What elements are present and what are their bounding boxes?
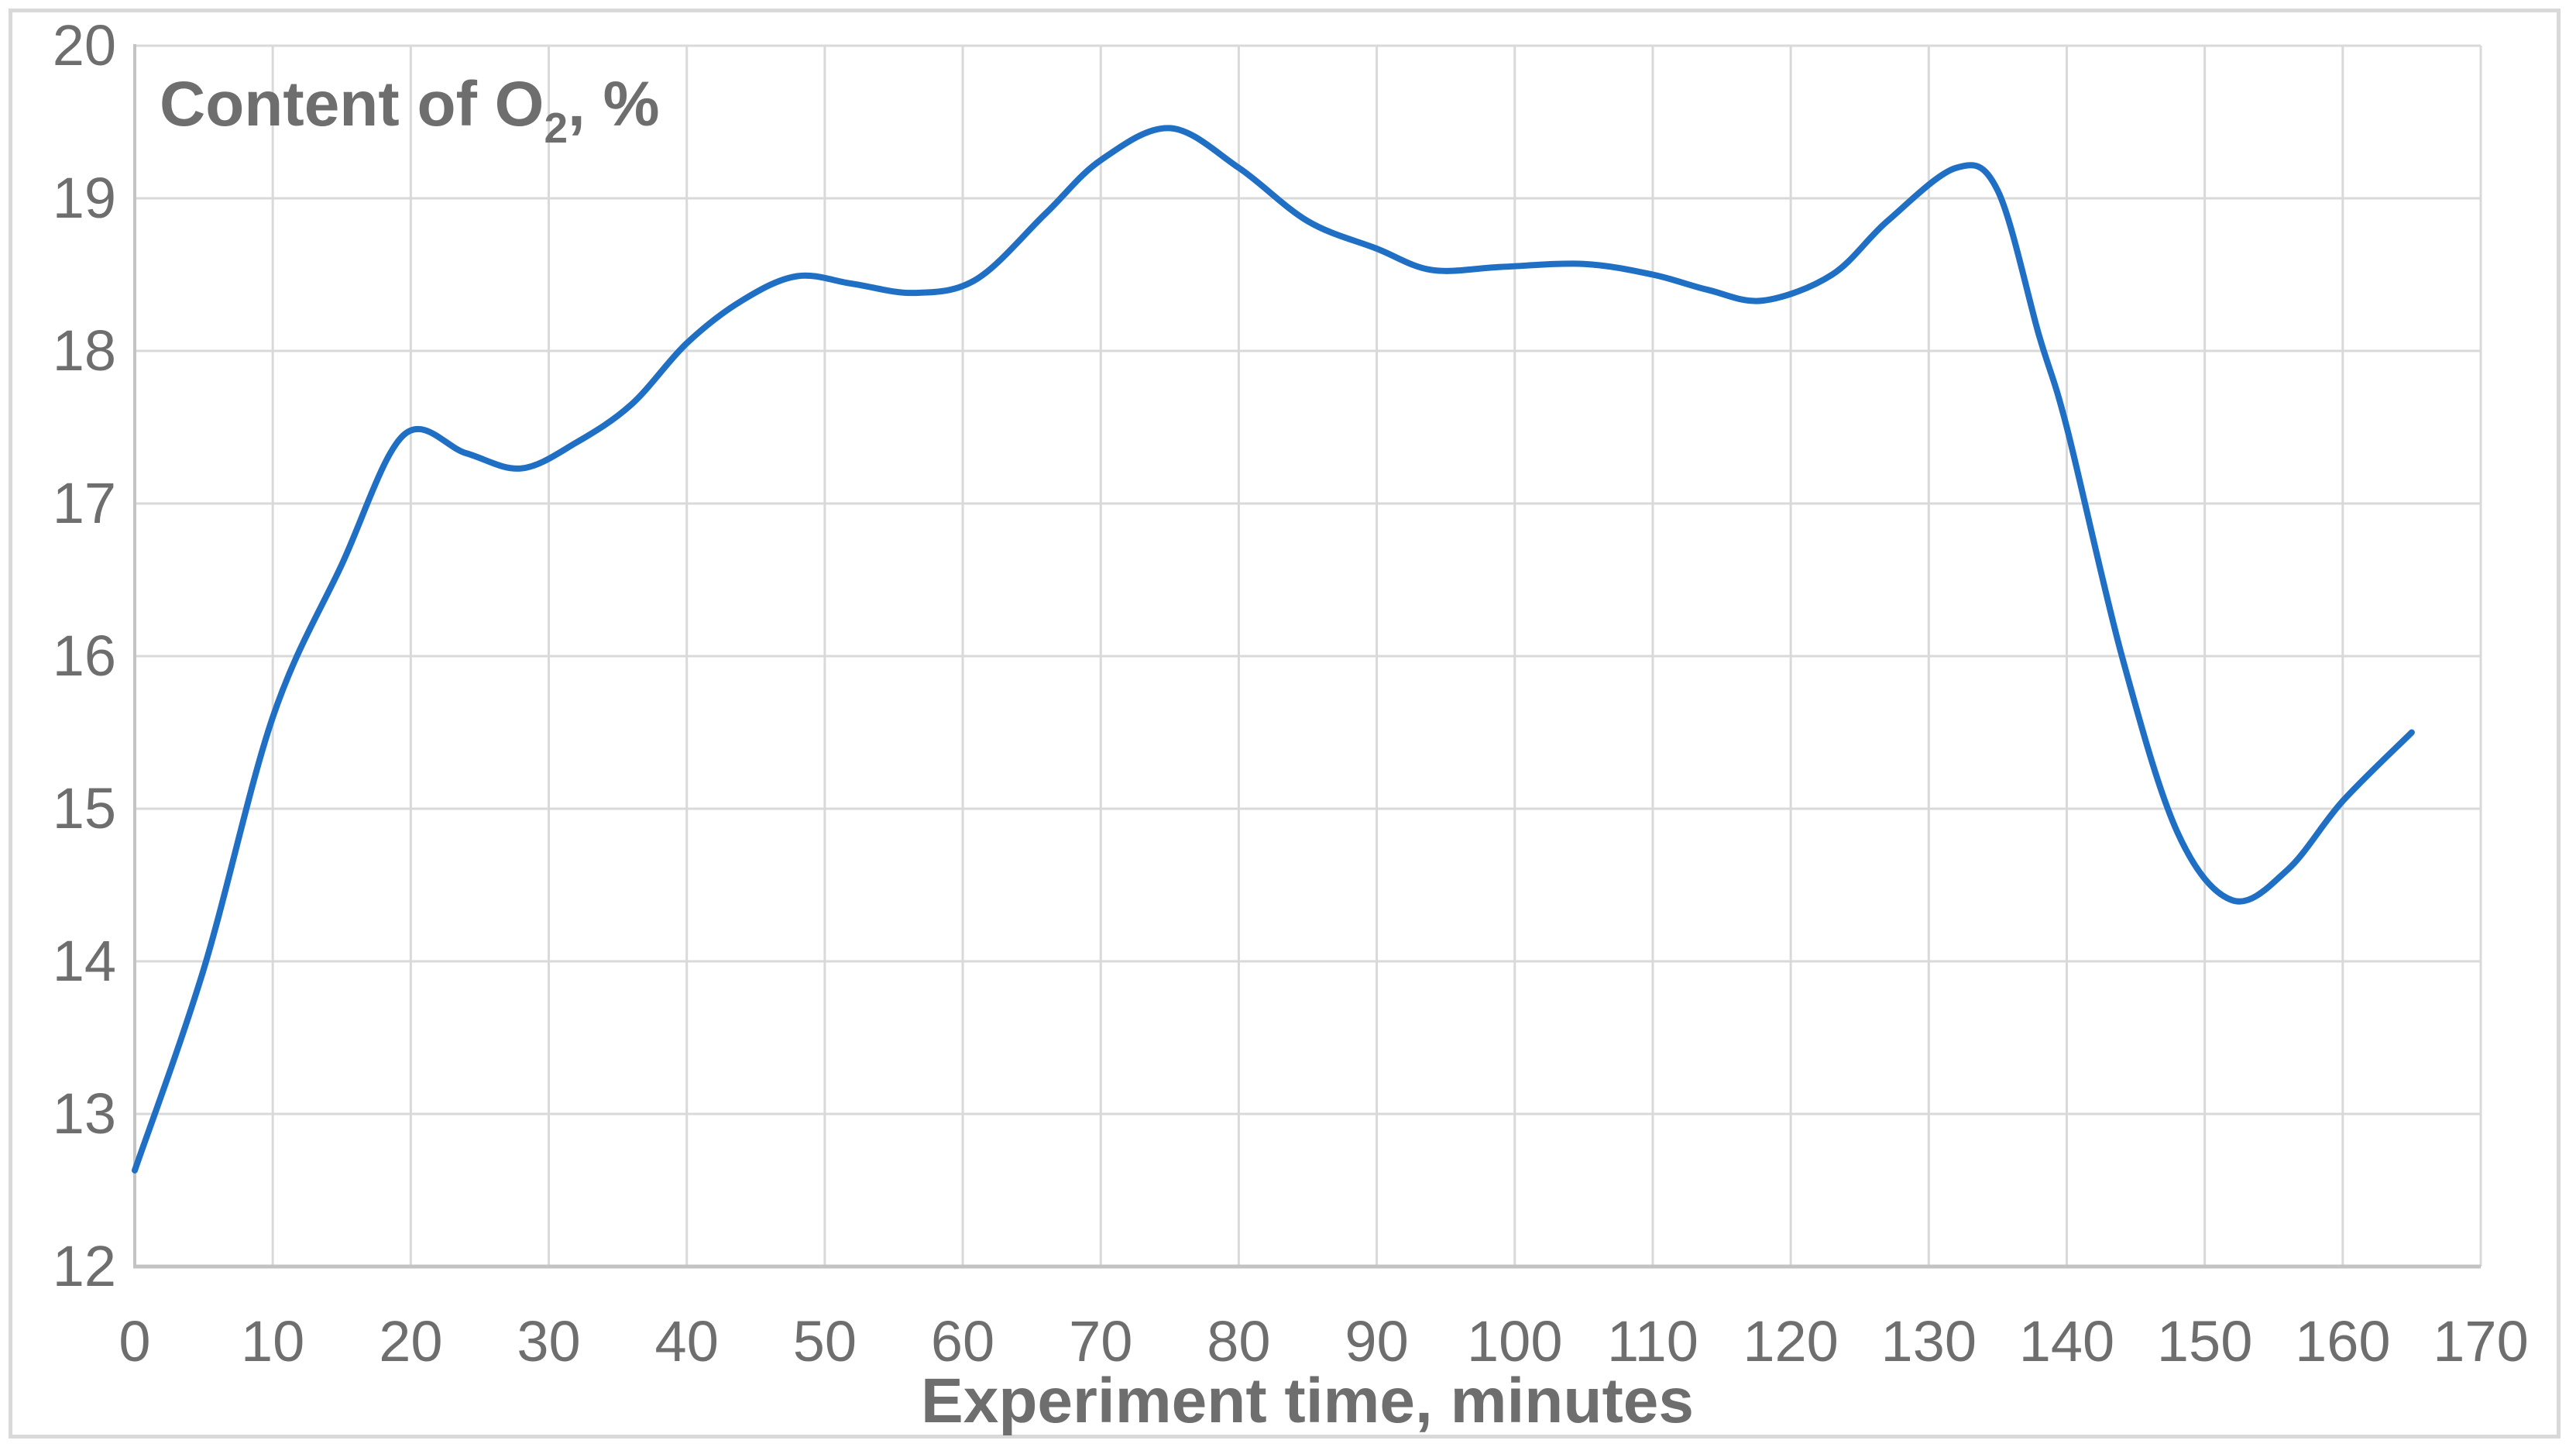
chart-title-suffix: , % bbox=[568, 69, 660, 139]
x-tick-label: 170 bbox=[2433, 1309, 2529, 1373]
x-tick-label: 130 bbox=[1880, 1309, 1977, 1373]
x-tick-label: 100 bbox=[1467, 1309, 1563, 1373]
y-tick-label: 13 bbox=[52, 1081, 116, 1146]
x-tick-label: 0 bbox=[118, 1309, 151, 1373]
y-tick-label: 15 bbox=[52, 776, 116, 840]
gridlines bbox=[135, 44, 2482, 1267]
x-tick-label: 110 bbox=[1606, 1309, 1698, 1373]
x-tick-label: 40 bbox=[654, 1309, 719, 1373]
y-tick-label: 20 bbox=[52, 13, 116, 77]
o2-line-series bbox=[132, 125, 2415, 1174]
y-tick-label: 12 bbox=[52, 1234, 116, 1298]
chart-title-prefix: Content of O bbox=[160, 69, 544, 139]
chart-title-subscript: 2 bbox=[544, 104, 568, 152]
x-tick-label: 10 bbox=[241, 1309, 305, 1373]
x-tick-label: 160 bbox=[2295, 1309, 2391, 1373]
x-tick-label: 140 bbox=[2018, 1309, 2115, 1373]
x-tick-label: 30 bbox=[517, 1309, 581, 1373]
x-tick-label: 70 bbox=[1069, 1309, 1133, 1373]
y-tick-label: 14 bbox=[52, 929, 116, 993]
x-tick-label: 90 bbox=[1345, 1309, 1409, 1373]
x-tick-label: 80 bbox=[1207, 1309, 1271, 1373]
x-tick-label: 50 bbox=[792, 1309, 857, 1373]
y-tick-label: 18 bbox=[52, 318, 116, 383]
x-tick-label: 150 bbox=[2156, 1309, 2253, 1373]
y-tick-label: 19 bbox=[52, 166, 116, 230]
x-tick-label: 120 bbox=[1743, 1309, 1839, 1373]
y-tick-label: 17 bbox=[52, 471, 116, 535]
x-axis-title: Experiment time, minutes bbox=[921, 1366, 1694, 1436]
y-tick-label: 16 bbox=[52, 624, 116, 688]
x-tick-label: 60 bbox=[930, 1309, 995, 1373]
chart-title: Content of O2, % bbox=[160, 68, 660, 153]
axis-lines bbox=[133, 44, 2481, 1269]
chart-area-border bbox=[9, 9, 2561, 1439]
x-tick-label: 20 bbox=[379, 1309, 443, 1373]
